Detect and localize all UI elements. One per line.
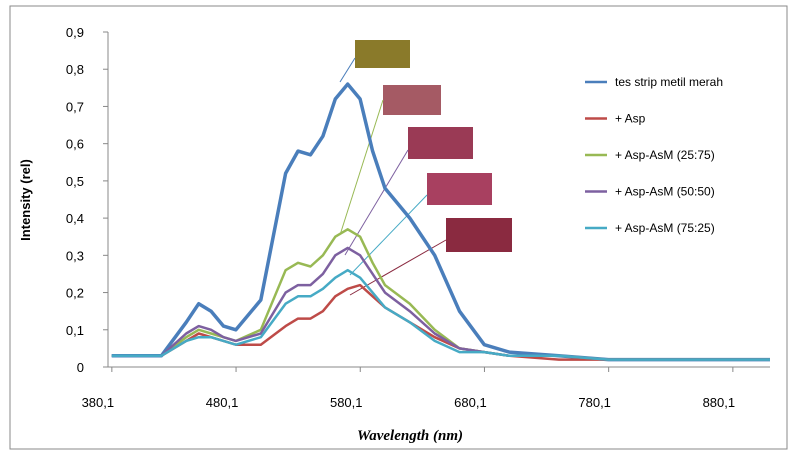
legend-label: + Asp <box>615 112 646 126</box>
leader-line <box>339 99 384 236</box>
swatch <box>383 85 441 115</box>
y-tick-label: 0,8 <box>66 62 84 77</box>
leader-line <box>339 57 356 83</box>
leader-line <box>349 194 428 276</box>
x-tick-label: 480,1 <box>206 395 239 410</box>
y-tick-label: 0,7 <box>66 99 84 114</box>
y-tick-label: 0,1 <box>66 323 84 338</box>
chart-border <box>9 5 788 450</box>
y-tick-label: 0,4 <box>66 211 84 226</box>
x-tick-label: 380,1 <box>82 395 115 410</box>
legend-label: + Asp-AsM (25:75) <box>615 148 715 162</box>
swatch <box>446 218 512 252</box>
swatch <box>355 40 410 68</box>
x-tick-label: 580,1 <box>330 395 363 410</box>
swatch <box>408 127 473 159</box>
legend-label: tes strip metil merah <box>615 75 723 89</box>
y-tick-label: 0,2 <box>66 286 84 301</box>
swatch <box>427 173 492 205</box>
y-tick-label: 0,6 <box>66 137 84 152</box>
x-tick-label: 780,1 <box>578 395 611 410</box>
series-line <box>111 268 770 361</box>
legend-label: + Asp-AsM (75:25) <box>615 221 715 235</box>
leader-line <box>344 149 409 256</box>
y-tick-label: 0,9 <box>66 25 84 40</box>
legend-label: + Asp-AsM (50:50) <box>615 185 715 199</box>
x-axis-label: Wavelength (nm) <box>357 428 463 444</box>
y-tick-label: 0 <box>77 360 84 375</box>
y-tick-label: 0,5 <box>66 174 84 189</box>
y-tick-label: 0,3 <box>66 248 84 263</box>
x-tick-label: 680,1 <box>454 395 487 410</box>
x-tick-label: 880,1 <box>703 395 736 410</box>
swatches <box>339 40 512 296</box>
y-axis-label: Intensity (rel) <box>18 159 33 241</box>
